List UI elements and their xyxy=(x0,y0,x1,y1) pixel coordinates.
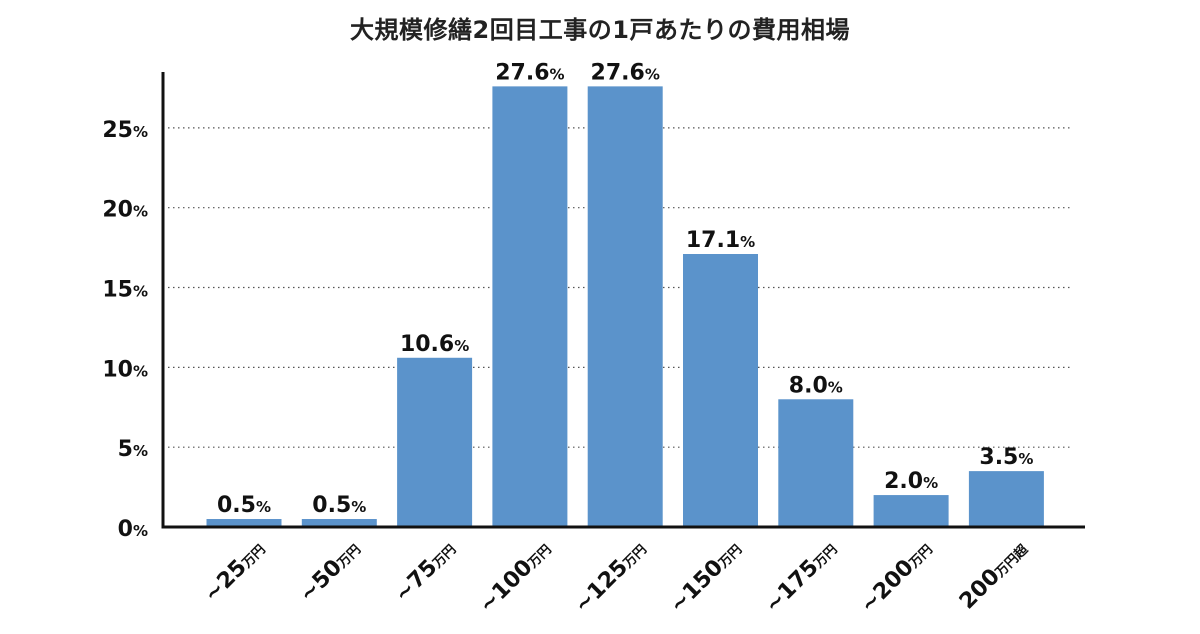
y-tick-label: 5% xyxy=(118,437,148,462)
x-tick-label: ~200万円 xyxy=(856,537,938,619)
chart-title: 大規模修繕2回目工事の1戸あたりの費用相場 xyxy=(350,16,850,44)
x-tick-label: ~100万円 xyxy=(475,537,557,619)
y-tick-label: 10% xyxy=(102,357,148,382)
y-tick-unit: % xyxy=(133,362,148,380)
y-tick-unit: % xyxy=(133,442,148,460)
y-tick-unit: % xyxy=(133,283,148,301)
bar-value-number: 27.6 xyxy=(591,60,645,85)
bar xyxy=(683,254,758,527)
bar-value-label: 3.5% xyxy=(979,445,1033,470)
gridlines xyxy=(163,127,1070,448)
bar-value-unit: % xyxy=(828,378,843,396)
bar-value-unit: % xyxy=(256,498,271,516)
x-tick-label: ~75万円 xyxy=(390,537,461,608)
y-tick-label: 0% xyxy=(118,517,148,542)
x-tick-label: 200万円超 xyxy=(955,536,1033,614)
y-tick-value: 5 xyxy=(118,437,133,462)
bar-value-unit: % xyxy=(550,65,565,83)
bar-value-unit: % xyxy=(454,337,469,355)
bar-value-label: 0.5% xyxy=(312,493,366,518)
y-tick-value: 20 xyxy=(102,198,133,223)
y-tick-label: 20% xyxy=(102,198,148,223)
bar-value-label: 0.5% xyxy=(217,493,271,518)
y-tick-value: 10 xyxy=(102,357,133,382)
bar-value-label: 8.0% xyxy=(789,373,843,398)
bar xyxy=(968,471,1044,527)
y-tick-label: 15% xyxy=(102,278,148,303)
bar-value-label: 27.6% xyxy=(495,60,564,85)
axes xyxy=(161,72,1085,529)
x-tick-label: ~25万円 xyxy=(199,537,270,608)
y-tick-unit: % xyxy=(133,203,148,221)
bars xyxy=(206,86,1044,528)
bar xyxy=(873,495,949,527)
x-tick-label: ~50万円 xyxy=(295,537,366,608)
labels: 0%5%10%15%20%25%0.5%~25万円0.5%~50万円10.6%~… xyxy=(102,60,1033,618)
bar-value-label: 27.6% xyxy=(591,60,660,85)
bar-value-label: 2.0% xyxy=(884,469,938,494)
bar-value-number: 8.0 xyxy=(789,373,828,398)
x-tick-label: ~150万円 xyxy=(665,537,747,619)
bar-value-label: 17.1% xyxy=(686,228,755,253)
y-tick-unit: % xyxy=(133,522,148,540)
bar xyxy=(397,357,473,527)
bar-value-number: 27.6 xyxy=(495,60,549,85)
y-tick-value: 25 xyxy=(102,118,133,143)
y-tick-label: 25% xyxy=(102,118,148,143)
x-tick-label: ~125万円 xyxy=(570,537,652,619)
bar-value-label: 10.6% xyxy=(400,332,469,357)
y-tick-unit: % xyxy=(133,123,148,141)
bar-value-unit: % xyxy=(740,233,755,251)
bar-value-number: 0.5 xyxy=(217,493,256,518)
bar xyxy=(778,399,854,527)
x-tick-unit: 万円超 xyxy=(992,541,1032,581)
bar-value-number: 3.5 xyxy=(979,445,1018,470)
bar-value-unit: % xyxy=(1018,450,1033,468)
bar-value-number: 17.1 xyxy=(686,228,740,253)
x-tick-label: ~175万円 xyxy=(760,537,842,619)
bar-value-unit: % xyxy=(351,498,366,516)
bar-value-unit: % xyxy=(923,474,938,492)
bar-value-number: 10.6 xyxy=(400,332,454,357)
y-tick-value: 0 xyxy=(118,517,133,542)
bar xyxy=(301,519,377,527)
bar xyxy=(206,519,282,527)
bar xyxy=(492,86,568,528)
bar-value-number: 0.5 xyxy=(312,493,351,518)
bar-value-unit: % xyxy=(645,65,660,83)
bar-value-number: 2.0 xyxy=(884,469,923,494)
y-tick-value: 15 xyxy=(102,278,133,303)
bar xyxy=(587,86,663,528)
